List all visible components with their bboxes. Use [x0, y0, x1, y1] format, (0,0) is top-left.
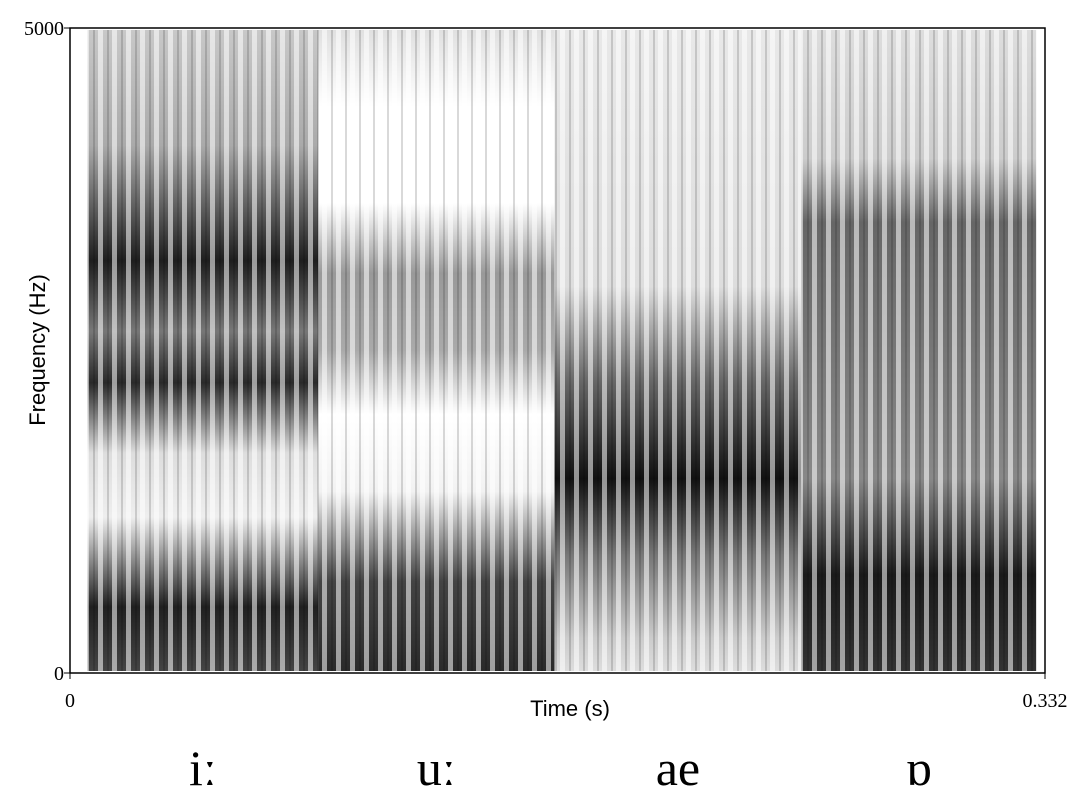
x-axis-label: Time (s) — [530, 696, 610, 721]
y-axis-label: Frequency (Hz) — [25, 274, 50, 426]
x-tick-label: 0.332 — [1023, 690, 1068, 712]
y-tick-label: 0 — [54, 663, 64, 685]
segment-label: uː — [417, 740, 456, 796]
segment-label: ae — [656, 740, 700, 796]
segment-label: ɒ — [906, 740, 932, 796]
plot-frame — [69, 27, 1046, 674]
striation-texture — [87, 30, 1037, 671]
x-tick-label: 0 — [65, 690, 75, 712]
y-tick-label: 5000 — [24, 18, 64, 40]
segment-label: iː — [189, 740, 217, 796]
